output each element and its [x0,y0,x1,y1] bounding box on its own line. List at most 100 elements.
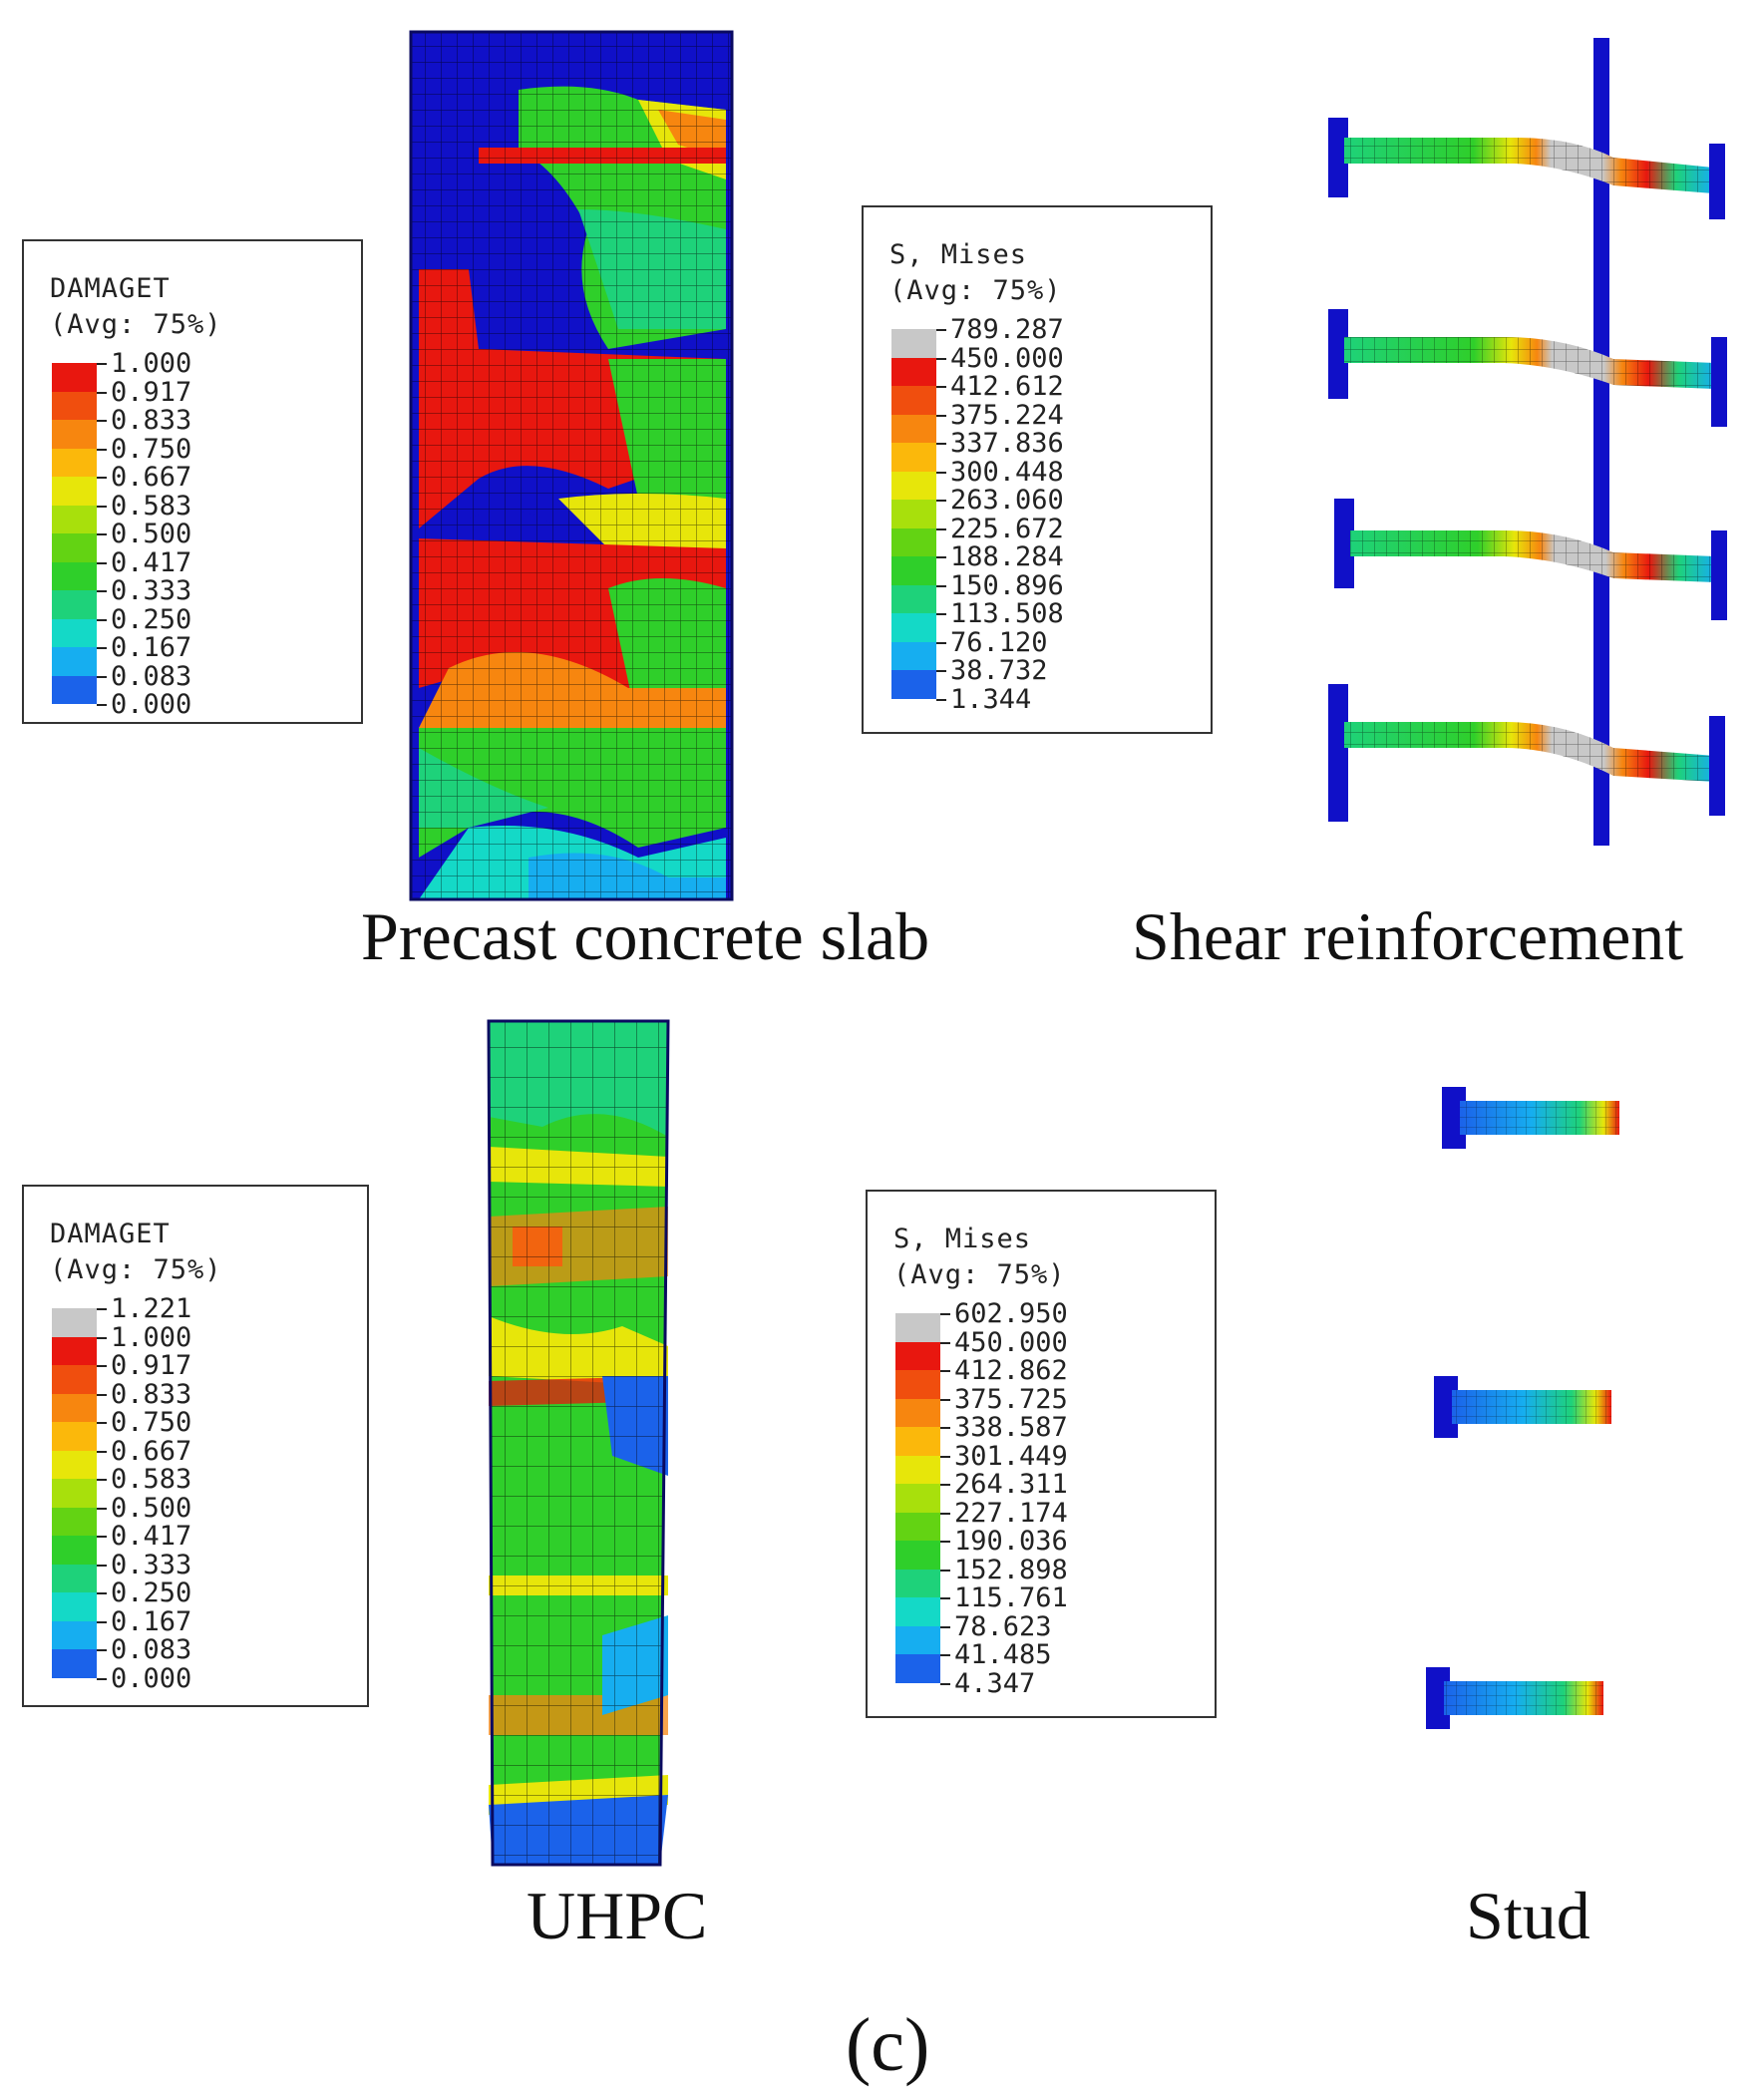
legend-title: DAMAGET [50,273,171,304]
legend-tick [97,1507,107,1510]
legend-swatch [891,556,936,585]
legend-swatch [891,471,936,500]
uhpc-outline [487,1019,670,1867]
legend-title: S, Mises [893,1224,1032,1254]
slab-outline [409,30,734,901]
shear-reinforcement-plot [1328,38,1727,846]
legend-tick [97,1564,107,1567]
legend-value: 375.725 [954,1383,1068,1415]
legend-tick [936,670,946,672]
stud-mises-legend: S, Mises (Avg: 75%) 602.950 450.000 412.86… [866,1190,1217,1718]
legend-tick [97,1479,107,1481]
legend-swatch [895,1484,940,1513]
legend-tick [936,584,946,587]
legend-tick [97,1450,107,1453]
legend-tick [940,1484,950,1486]
legend-title: S, Mises [889,239,1028,270]
legend-swatch [895,1625,940,1654]
legend-tick [97,1422,107,1424]
legend-tick [97,704,107,706]
legend-subtitle: (Avg: 75%) [50,1254,222,1285]
legend-tick [97,477,107,479]
legend-tick [940,1625,950,1628]
legend-swatch [891,613,936,642]
legend-swatch [52,533,97,562]
legend-value: 0.917 [111,376,192,408]
legend-swatch [891,641,936,670]
legend-swatch [52,675,97,704]
legend-value: 0.833 [111,1378,192,1410]
caption-stud: Stud [1466,1878,1590,1953]
legend-tick [936,471,946,474]
legend-swatch [52,1536,97,1565]
legend-swatch [52,1592,97,1621]
legend-swatch [52,448,97,477]
legend-tick [936,500,946,502]
legend-subtitle: (Avg: 75%) [50,309,222,340]
legend-color-bar [52,363,97,704]
legend-swatch [52,477,97,506]
legend-value: 115.761 [954,1582,1068,1613]
legend-tick [936,613,946,615]
legend-value: 0.333 [111,1549,192,1580]
legend-value: 225.672 [950,513,1064,544]
legend-tick [97,533,107,535]
legend-swatch [52,1649,97,1678]
legend-value: 0.417 [111,546,192,578]
legend-value: 1.000 [111,1321,192,1353]
legend-value: 1.000 [111,348,192,379]
legend-value: 113.508 [950,598,1064,629]
legend-swatch [52,1422,97,1451]
stud [1434,1376,1611,1438]
legend-tick [936,357,946,360]
legend-swatch [52,1479,97,1508]
legend-tick [97,618,107,621]
legend-value: 264.311 [954,1469,1068,1500]
legend-swatch [52,1507,97,1536]
legend-tick [97,1365,107,1367]
legend-swatch [895,1512,940,1541]
legend-tick [97,1677,107,1680]
legend-value: 190.036 [954,1526,1068,1557]
legend-tick [97,1336,107,1339]
legend-value: 0.750 [111,1407,192,1438]
legend-tick [940,1341,950,1344]
legend-swatch [895,1370,940,1399]
legend-swatch [891,414,936,443]
legend-value: 338.587 [954,1412,1068,1443]
uhpc-contour-plot [487,1019,670,1867]
legend-color-bar [895,1313,940,1683]
legend-swatch [895,1654,940,1683]
legend-value: 0.417 [111,1521,192,1552]
legend-value: 0.583 [111,490,192,522]
legend-value: 300.448 [950,456,1064,488]
legend-tick [97,1308,107,1310]
legend-value: 0.667 [111,462,192,493]
shear-bar [1328,684,1725,822]
legend-value: 0.250 [111,1577,192,1608]
legend-tick [940,1455,950,1458]
legend-tick [97,1592,107,1594]
legend-value: 152.898 [954,1554,1068,1585]
legend-swatch [52,1336,97,1365]
legend-tick [97,1393,107,1396]
caption-uhpc: UHPC [527,1878,708,1953]
legend-swatch [52,1620,97,1649]
legend-tick [97,675,107,678]
legend-tick [97,1649,107,1651]
legend-swatch [891,357,936,386]
legend-swatch [891,670,936,699]
stud [1442,1087,1619,1149]
legend-tick [936,414,946,417]
legend-value: 301.449 [954,1440,1068,1472]
legend-color-bar [52,1308,97,1678]
legend-value: 0.667 [111,1435,192,1467]
center-plate [1593,38,1609,846]
legend-tick [97,1536,107,1538]
legend-value: 0.083 [111,1634,192,1665]
legend-tick [940,1370,950,1372]
legend-tick [936,527,946,530]
legend-swatch [52,647,97,676]
legend-swatch [52,363,97,392]
legend-value: 602.950 [954,1298,1068,1329]
